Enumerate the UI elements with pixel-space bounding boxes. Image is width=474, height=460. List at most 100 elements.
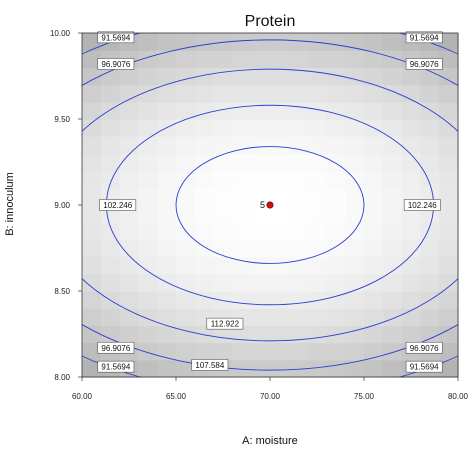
svg-text:91.5694: 91.5694	[410, 363, 439, 372]
contour-label: 91.5694	[97, 360, 135, 373]
surface-cell	[364, 33, 384, 51]
surface-cell	[364, 222, 384, 240]
surface-cell	[82, 170, 102, 189]
surface-cell	[439, 187, 459, 206]
shaded-surface	[82, 33, 459, 378]
surface-cell	[194, 325, 215, 344]
surface-cell	[100, 84, 121, 103]
surface-cell	[401, 84, 421, 103]
surface-cell	[288, 291, 309, 309]
surface-cell	[439, 239, 459, 258]
surface-cell	[326, 119, 346, 137]
surface-cell	[401, 222, 421, 240]
surface-cell	[326, 50, 346, 68]
contour-label: 91.5694	[405, 360, 443, 373]
surface-cell	[119, 239, 139, 258]
surface-cell	[176, 50, 196, 68]
surface-cell	[100, 170, 121, 189]
contour-line-112.922	[175, 146, 365, 264]
surface-cell	[82, 84, 102, 103]
contour-labels: 112.922 107.584 102.246 102.246 96.9076 96.90…	[97, 31, 443, 373]
surface-cell	[270, 325, 290, 344]
surface-cell	[439, 67, 459, 86]
surface-cell	[251, 308, 271, 326]
surface-cell	[232, 33, 252, 51]
surface-cell	[213, 170, 233, 189]
center-point-label: 5	[260, 200, 265, 210]
contour-line-96.9076	[82, 39, 458, 371]
surface-cell	[232, 153, 252, 172]
surface-cell	[176, 239, 196, 258]
svg-text:96.9076: 96.9076	[101, 60, 130, 69]
surface-cell	[100, 101, 121, 120]
surface-cell	[288, 101, 309, 120]
surface-cell	[251, 119, 271, 137]
surface-cell	[270, 239, 290, 258]
surface-cell	[82, 101, 102, 120]
surface-cell	[270, 170, 290, 189]
surface-cell	[176, 256, 196, 275]
surface-cell	[157, 84, 177, 103]
surface-cell	[157, 222, 177, 240]
surface-cell	[138, 308, 158, 326]
surface-cell	[82, 239, 102, 258]
surface-cell	[382, 256, 403, 275]
y-tick-label: 10.00	[50, 29, 71, 38]
surface-cell	[288, 33, 309, 51]
surface-cell	[251, 101, 271, 120]
surface-cell	[345, 239, 365, 258]
surface-cell	[270, 342, 290, 361]
surface-cell	[213, 50, 233, 68]
surface-cell	[176, 273, 196, 292]
surface-cell	[382, 50, 403, 68]
surface-cell	[382, 33, 403, 51]
surface-cell	[345, 153, 365, 172]
surface-cell	[439, 101, 459, 120]
surface-cell	[288, 50, 309, 68]
surface-cell	[213, 119, 233, 137]
surface-cell	[420, 67, 440, 86]
surface-cell	[138, 101, 158, 120]
surface-cell	[439, 84, 459, 103]
surface-cell	[138, 119, 158, 137]
surface-cell	[439, 308, 459, 326]
surface-cell	[138, 325, 158, 344]
contour-label: 91.5694	[405, 31, 443, 44]
x-tick-label: 80.00	[448, 392, 469, 401]
x-tick-label: 65.00	[166, 392, 187, 401]
surface-cell	[401, 291, 421, 309]
surface-cell	[364, 170, 384, 189]
surface-cell	[157, 308, 177, 326]
surface-cell	[232, 205, 252, 223]
surface-cell	[420, 256, 440, 275]
surface-cell	[270, 50, 290, 68]
surface-cell	[401, 119, 421, 137]
surface-cell	[382, 119, 403, 137]
surface-cell	[176, 205, 196, 223]
surface-cell	[307, 50, 327, 68]
surface-cell	[382, 239, 403, 258]
surface-cell	[326, 359, 346, 378]
surface-cell	[213, 291, 233, 309]
surface-cell	[288, 308, 309, 326]
surface-cell	[364, 273, 384, 292]
surface-cell	[138, 291, 158, 309]
surface-cell	[345, 50, 365, 68]
surface-cell	[307, 239, 327, 258]
surface-cell	[82, 308, 102, 326]
surface-cell	[401, 273, 421, 292]
surface-cell	[157, 136, 177, 154]
surface-cell	[288, 342, 309, 361]
surface-cell	[138, 170, 158, 189]
surface-cell	[176, 153, 196, 172]
surface-cell	[194, 136, 215, 154]
surface-cell	[401, 256, 421, 275]
surface-cell	[364, 84, 384, 103]
surface-cell	[251, 33, 271, 51]
surface-cell	[82, 359, 102, 378]
surface-cell	[157, 50, 177, 68]
surface-cell	[307, 325, 327, 344]
surface-cell	[82, 222, 102, 240]
surface-cell	[288, 119, 309, 137]
surface-cell	[157, 256, 177, 275]
